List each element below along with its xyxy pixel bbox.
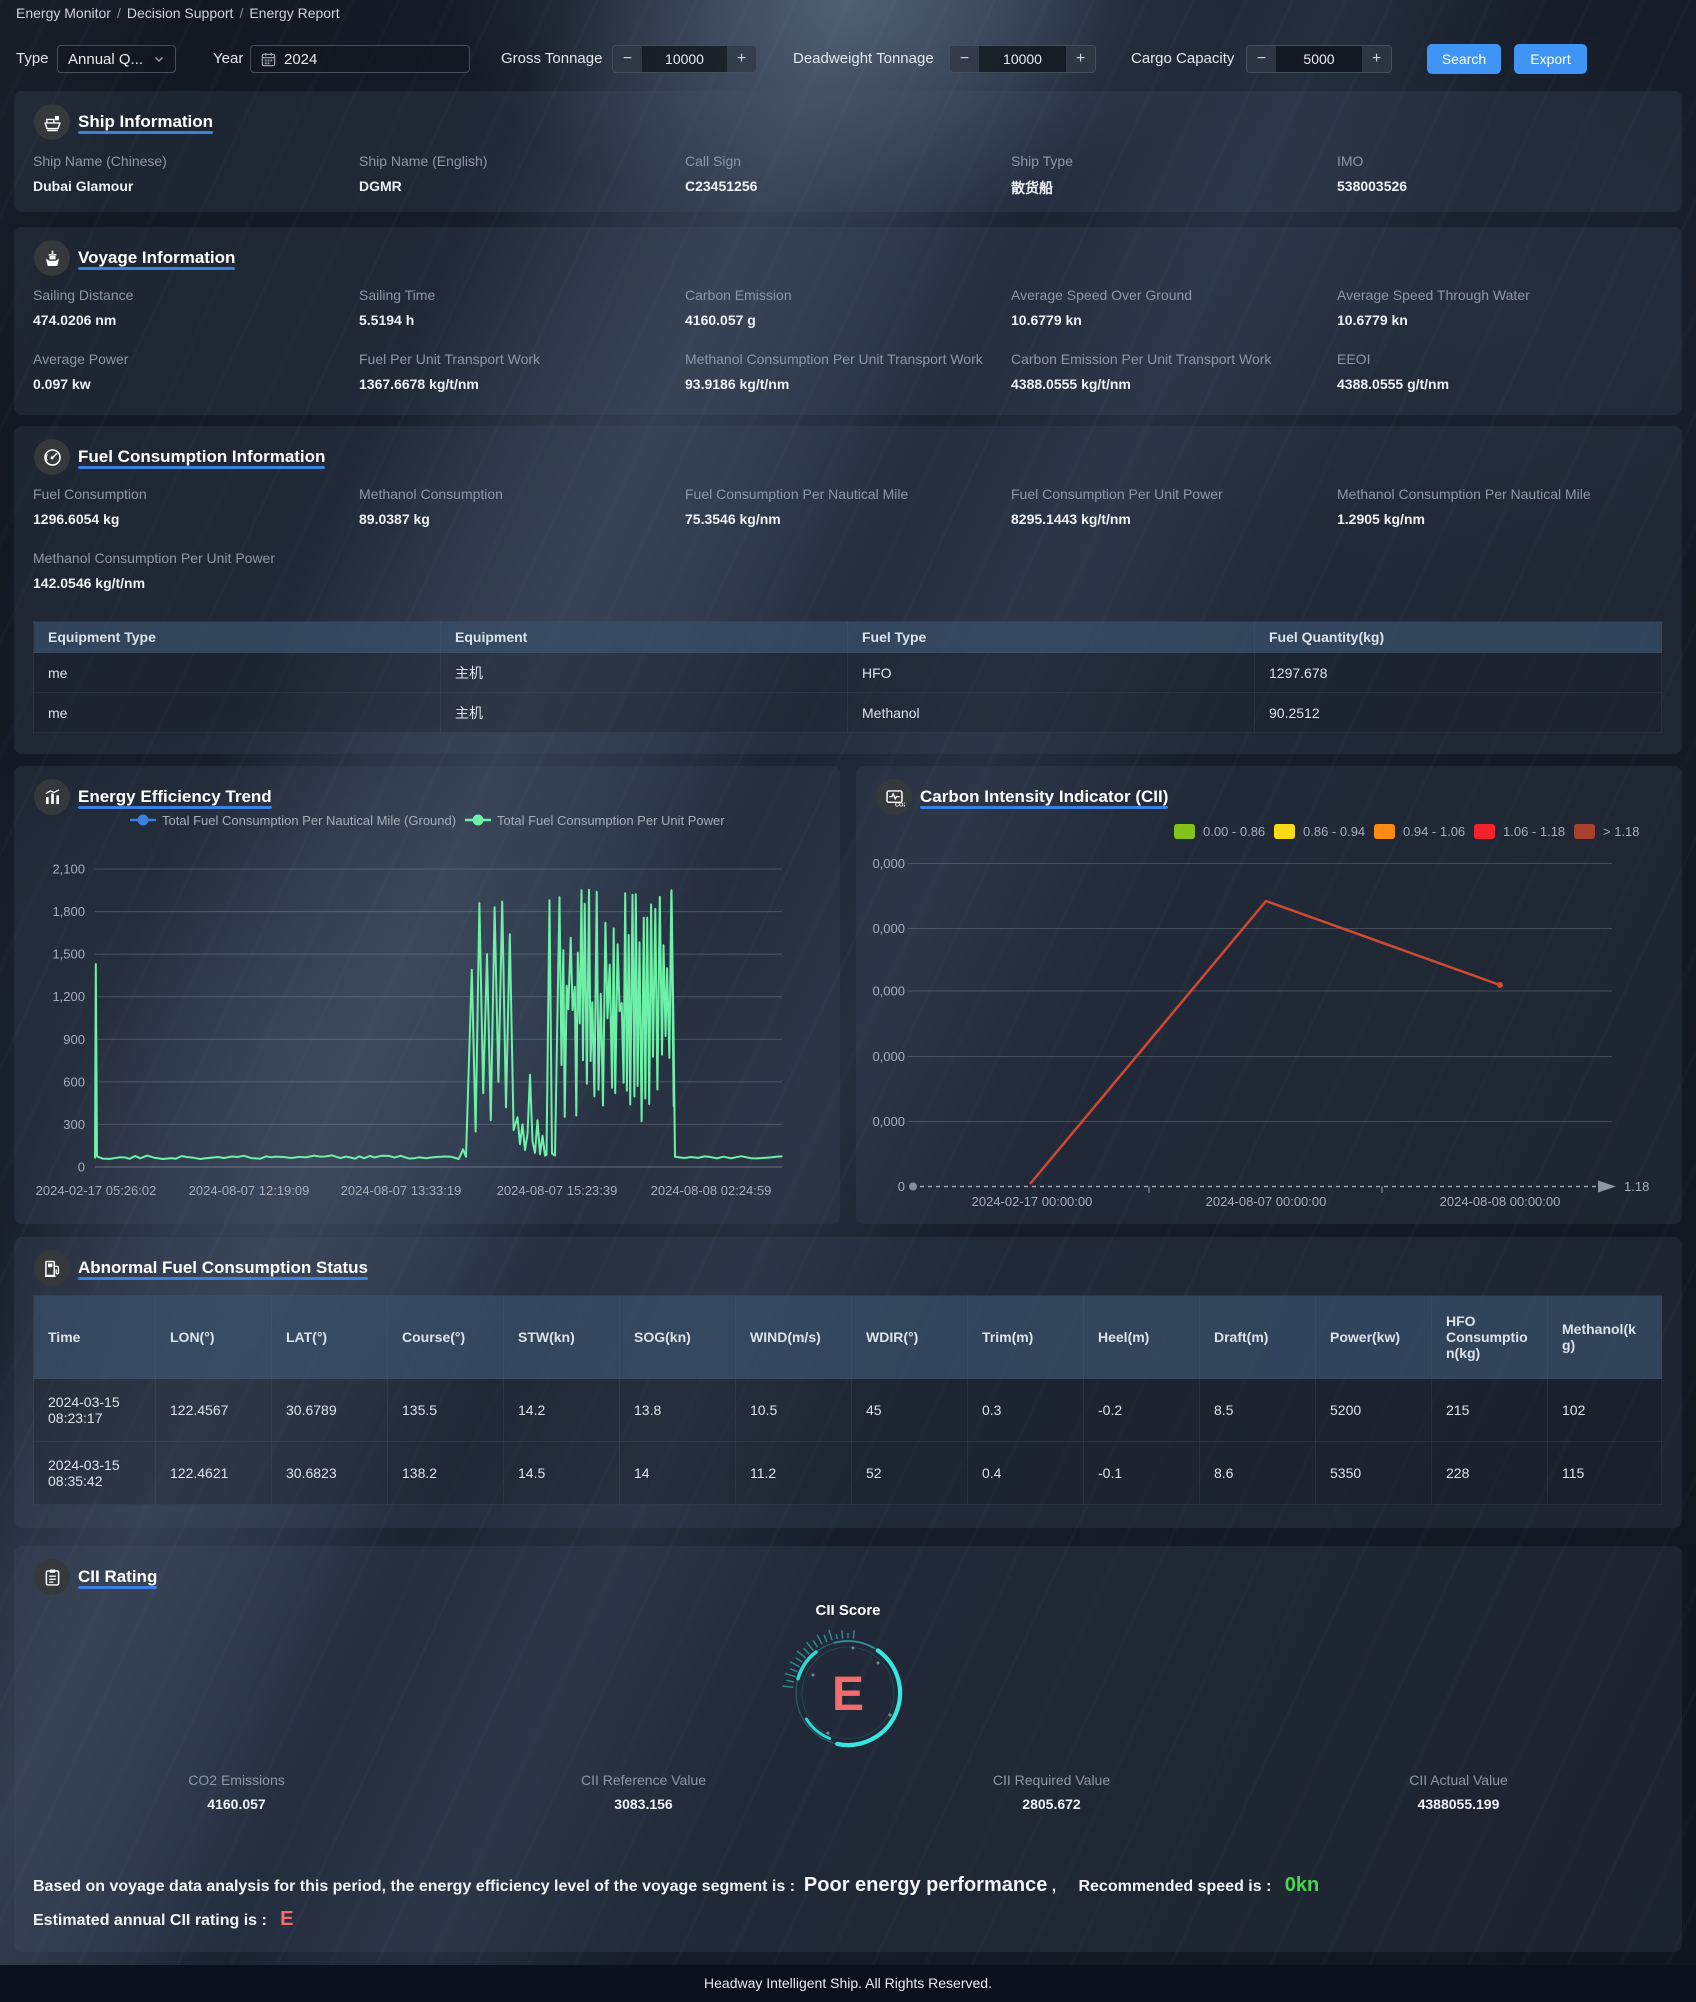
svg-text:2024-08-07 12:19:09: 2024-08-07 12:19:09 [189, 1183, 310, 1198]
svg-text:2024-08-07 15:23:39: 2024-08-07 15:23:39 [497, 1183, 618, 1198]
svg-text:0,000: 0,000 [872, 984, 905, 999]
svg-text:300: 300 [63, 1117, 85, 1132]
svg-text:0.94 - 1.06: 0.94 - 1.06 [1403, 824, 1465, 839]
svg-text:1.18: 1.18 [1624, 1179, 1649, 1194]
svg-text:Total Fuel Consumption Per Uni: Total Fuel Consumption Per Unit Power [497, 813, 725, 828]
svg-text:E: E [832, 1668, 864, 1721]
svg-text:2024-08-08 00:00:00: 2024-08-08 00:00:00 [1440, 1194, 1561, 1209]
svg-text:0,000: 0,000 [872, 856, 905, 871]
svg-text:0.86 - 0.94: 0.86 - 0.94 [1303, 824, 1365, 839]
svg-text:0,000: 0,000 [872, 921, 905, 936]
svg-text:0: 0 [78, 1160, 85, 1175]
svg-text:2024-02-17 00:00:00: 2024-02-17 00:00:00 [972, 1194, 1093, 1209]
svg-text:0,000: 0,000 [872, 1049, 905, 1064]
svg-text:1,200: 1,200 [52, 989, 85, 1004]
svg-text:600: 600 [63, 1074, 85, 1089]
svg-text:2024-08-07 00:00:00: 2024-08-07 00:00:00 [1206, 1194, 1327, 1209]
svg-text:2024-08-08 02:24:59: 2024-08-08 02:24:59 [651, 1183, 772, 1198]
svg-text:0.00 - 0.86: 0.00 - 0.86 [1203, 824, 1265, 839]
svg-text:1,500: 1,500 [52, 947, 85, 962]
svg-text:900: 900 [63, 1032, 85, 1047]
svg-text:2024-02-17 05:26:02: 2024-02-17 05:26:02 [36, 1183, 157, 1198]
svg-text:> 1.18: > 1.18 [1603, 824, 1640, 839]
svg-text:1,800: 1,800 [52, 904, 85, 919]
svg-text:0: 0 [898, 1179, 905, 1194]
svg-text:Total Fuel Consumption Per Nau: Total Fuel Consumption Per Nautical Mile… [162, 813, 456, 828]
svg-text:CO2: CO2 [894, 802, 904, 807]
svg-text:0,000: 0,000 [872, 1114, 905, 1129]
svg-text:2,100: 2,100 [52, 862, 85, 877]
svg-text:2024-08-07 13:33:19: 2024-08-07 13:33:19 [341, 1183, 462, 1198]
svg-text:1.06 - 1.18: 1.06 - 1.18 [1503, 824, 1565, 839]
